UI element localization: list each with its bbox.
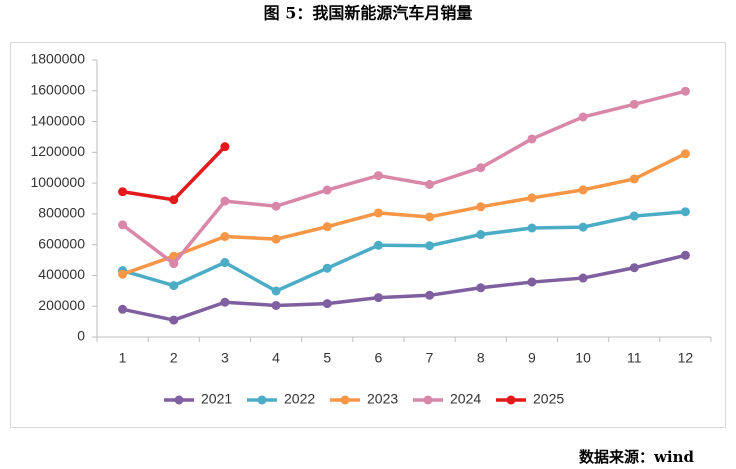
x-tick-label: 5 [323, 350, 331, 366]
data-point [373, 171, 383, 181]
data-point [476, 202, 486, 212]
series-line [122, 209, 686, 293]
data-point [220, 196, 230, 206]
chart-frame [10, 42, 726, 428]
data-point [629, 263, 639, 273]
legend-label: 2025 [533, 391, 564, 407]
x-tick-label: 2 [170, 350, 178, 366]
data-point [476, 230, 486, 240]
data-point [169, 315, 179, 325]
data-point [629, 174, 639, 184]
x-tick-label: 7 [426, 350, 434, 366]
data-point [578, 112, 588, 122]
data-point [118, 269, 128, 279]
source-note: 数据来源：wind [579, 448, 695, 466]
data-point [322, 222, 332, 232]
data-point [169, 281, 179, 291]
legend-marker [423, 395, 433, 405]
data-point [527, 277, 537, 287]
data-point [527, 223, 537, 233]
legend-marker [257, 395, 267, 405]
y-tick-label: 200000 [38, 297, 85, 313]
data-point [271, 286, 281, 296]
data-point [680, 86, 690, 96]
data-point [476, 283, 486, 293]
x-tick-label: 1 [119, 350, 127, 366]
data-point [527, 193, 537, 203]
data-point [271, 234, 281, 244]
y-tick-label: 0 [77, 328, 85, 344]
data-point [220, 142, 230, 152]
data-point [578, 185, 588, 195]
data-point [322, 299, 332, 309]
data-point [220, 232, 230, 242]
data-point [169, 259, 179, 269]
data-point [169, 195, 179, 205]
x-tick-label: 4 [272, 350, 280, 366]
legend-label: 2021 [201, 391, 232, 407]
y-tick-label: 1200000 [30, 143, 85, 159]
data-point [425, 290, 435, 300]
data-point [578, 273, 588, 283]
series-line [122, 152, 687, 276]
data-point [629, 99, 639, 109]
x-tick-label: 10 [575, 350, 591, 366]
data-point [680, 250, 690, 260]
x-tick-label: 8 [477, 350, 485, 366]
data-point [118, 220, 128, 230]
legend-marker [506, 395, 516, 405]
x-tick-label: 6 [375, 350, 383, 366]
data-point [271, 300, 281, 310]
y-tick-label: 1000000 [30, 174, 85, 190]
x-tick-label: 9 [528, 350, 536, 366]
data-point [680, 149, 690, 159]
data-point [425, 212, 435, 222]
data-point [373, 208, 383, 218]
y-tick-label: 1400000 [30, 112, 85, 128]
data-point [118, 304, 128, 314]
y-tick-label: 1800000 [30, 51, 85, 67]
data-point [118, 187, 128, 197]
legend-label: 2022 [284, 391, 315, 407]
data-point [425, 241, 435, 251]
data-point [629, 211, 639, 221]
series-line [121, 89, 686, 266]
data-point [527, 134, 537, 144]
y-tick-label: 400000 [38, 266, 85, 282]
y-tick-label: 800000 [38, 205, 85, 221]
chart-title: 图 5：我国新能源汽车月销量 [264, 4, 473, 23]
legend-label: 2023 [367, 391, 398, 407]
data-point [425, 179, 435, 189]
data-point [271, 201, 281, 211]
data-point [322, 185, 332, 195]
data-point [680, 207, 690, 217]
data-point [578, 222, 588, 232]
legend-label: 2024 [450, 391, 481, 407]
y-tick-label: 600000 [38, 235, 85, 251]
data-point [220, 297, 230, 307]
data-point [220, 258, 230, 268]
x-tick-label: 3 [221, 350, 229, 366]
data-point [373, 293, 383, 303]
x-tick-label: 12 [678, 350, 694, 366]
data-point [322, 263, 332, 273]
legend-marker [340, 395, 350, 405]
x-tick-label: 11 [627, 350, 642, 366]
data-point [476, 163, 486, 173]
legend-marker [174, 395, 184, 405]
data-point [373, 240, 383, 250]
y-tick-label: 1600000 [30, 81, 85, 97]
series-line [122, 253, 686, 322]
